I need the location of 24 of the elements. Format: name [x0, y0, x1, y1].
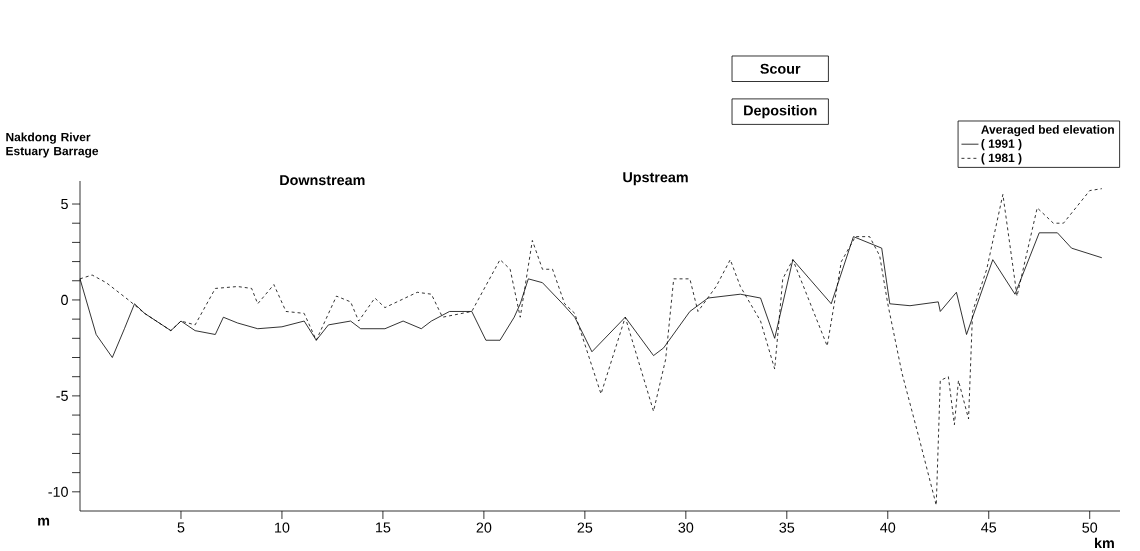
y-tick-label: 0 — [61, 294, 68, 306]
x-tick-label: 40 — [880, 522, 896, 533]
text: Deposition — [744, 104, 817, 119]
x-tick-label: 35 — [779, 522, 795, 533]
x-tick-label: 45 — [981, 522, 997, 533]
x-tick-label: 25 — [577, 522, 593, 533]
legend-label: ( 1991 ) — [981, 139, 1022, 151]
x-tick-label: 50 — [1082, 522, 1098, 533]
annotation: Downstream — [280, 175, 365, 186]
y-axis-title: m — [38, 517, 50, 526]
x-tick-label: 30 — [678, 522, 694, 533]
y-tick-label: -10 — [48, 486, 68, 497]
x-tick-label: 5 — [177, 522, 185, 533]
x-axis-title: km — [1095, 537, 1114, 549]
x-tick-label: 15 — [376, 522, 391, 533]
x-tick-label: 10 — [275, 522, 290, 533]
legend-label: ( 1981 ) — [981, 153, 1022, 165]
y-tick-label: 5 — [61, 199, 68, 210]
y-tick-label: -5 — [56, 390, 68, 401]
legend-title: Averaged bed elevation — [981, 124, 1114, 137]
x-tick-label: 20 — [476, 522, 492, 533]
text: Nakdong River Estuary Barrage — [6, 132, 99, 158]
text: Scour — [760, 63, 801, 74]
annotation: Upstream — [623, 172, 688, 186]
